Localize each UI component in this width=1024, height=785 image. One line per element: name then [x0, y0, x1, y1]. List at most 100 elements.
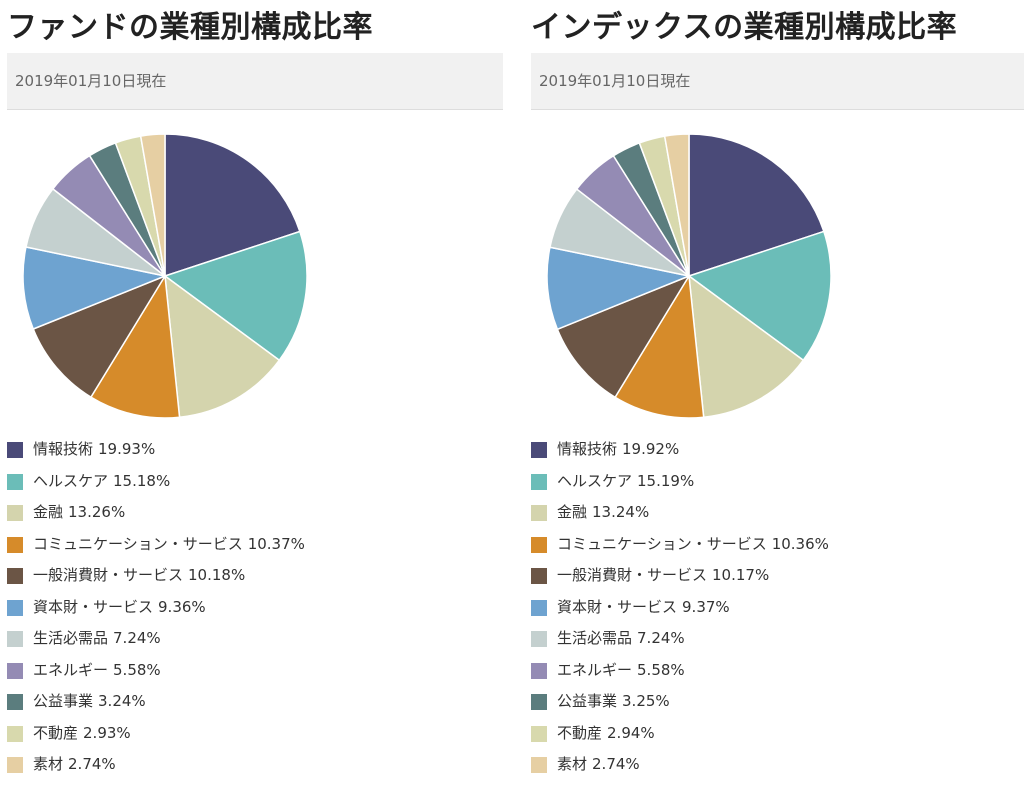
- fund-legend-swatch-11: [7, 757, 23, 773]
- fund-legend-item-7[interactable]: 生活必需品 7.24%: [7, 627, 305, 659]
- index-legend-label-1: 情報技術: [557, 440, 618, 458]
- index-legend-value-6: 9.37%: [682, 597, 730, 616]
- fund-pie-slice-1[interactable]: [164, 133, 301, 277]
- fund-pie-slice-11[interactable]: [139, 133, 166, 277]
- fund-legend-swatch-7: [7, 631, 23, 647]
- index-pie-slice-1[interactable]: [688, 133, 825, 277]
- fund-legend-item-8[interactable]: エネルギー 5.58%: [7, 659, 305, 691]
- fund-legend-value-5: 10.18%: [188, 566, 246, 584]
- index-legend-label-2: ヘルスケア: [557, 471, 633, 490]
- index-legend-swatch-1: [531, 442, 547, 458]
- fund-date-bar: 2019年01月10日現在: [7, 53, 503, 110]
- index-date-bar: 2019年01月10日現在: [531, 53, 1024, 110]
- fund-legend-swatch-8: [7, 662, 23, 679]
- fund-legend-value-7: 7.24%: [113, 629, 161, 647]
- index-legend-item-9[interactable]: 公益事業 3.25%: [531, 690, 829, 722]
- index-legend-value-4: 10.36%: [771, 534, 829, 553]
- index-pie-slice-4[interactable]: [614, 275, 705, 419]
- index-legend-item-7[interactable]: 生活必需品 7.24%: [531, 627, 829, 659]
- index-pie-slice-2[interactable]: [688, 230, 832, 362]
- index-pie-slice-11[interactable]: [663, 133, 690, 277]
- index-legend-value-2: 15.19%: [637, 471, 695, 490]
- index-legend-label-8: エネルギー: [557, 660, 633, 679]
- fund-legend-swatch-5: [7, 568, 23, 584]
- fund-legend-label-6: 資本財・サービス: [33, 597, 154, 616]
- index-legend-swatch-6: [531, 599, 547, 616]
- fund-pie-slice-5[interactable]: [32, 275, 166, 398]
- index-legend-item-2[interactable]: ヘルスケア 15.19%: [531, 470, 829, 502]
- index-legend-swatch-5: [531, 568, 547, 584]
- index-legend-value-3: 13.24%: [592, 503, 650, 521]
- index-legend-swatch-7: [531, 631, 547, 647]
- index-legend-swatch-3: [531, 505, 547, 521]
- index-legend-label-3: 金融: [557, 503, 588, 521]
- fund-legend-item-9[interactable]: 公益事業 3.24%: [7, 690, 305, 722]
- index-as-of-date: 2019年01月10日現在: [539, 72, 691, 90]
- fund-legend-item-4[interactable]: コミュニケーション・サービス 10.37%: [7, 533, 305, 565]
- fund-legend-swatch-1: [7, 442, 23, 458]
- fund-legend-swatch-2: [7, 473, 23, 490]
- fund-legend-swatch-10: [7, 725, 23, 742]
- index-chart-title: インデックスの業種別構成比率: [531, 10, 958, 45]
- fund-legend-label-5: 一般消費財・サービス: [33, 566, 184, 584]
- fund-legend-item-10[interactable]: 不動産 2.93%: [7, 722, 305, 754]
- index-legend-value-10: 2.94%: [607, 723, 655, 742]
- index-legend-swatch-9: [531, 694, 547, 710]
- index-legend-item-5[interactable]: 一般消費財・サービス 10.17%: [531, 564, 829, 596]
- index-legend-item-6[interactable]: 資本財・サービス 9.37%: [531, 596, 829, 628]
- fund-legend-value-11: 2.74%: [68, 755, 116, 773]
- fund-legend-item-2[interactable]: ヘルスケア 15.18%: [7, 470, 305, 502]
- fund-pie-slice-4[interactable]: [90, 275, 181, 419]
- fund-legend-label-2: ヘルスケア: [33, 471, 109, 490]
- index-legend-label-5: 一般消費財・サービス: [557, 566, 708, 584]
- index-legend-value-8: 5.58%: [637, 660, 685, 679]
- index-pie-slice-6[interactable]: [546, 246, 690, 331]
- fund-legend-item-1[interactable]: 情報技術 19.93%: [7, 438, 305, 470]
- fund-legend-item-6[interactable]: 資本財・サービス 9.36%: [7, 596, 305, 628]
- fund-pie-slice-3[interactable]: [164, 275, 281, 419]
- fund-legend-label-11: 素材: [33, 755, 64, 773]
- index-legend-value-9: 3.25%: [622, 692, 670, 710]
- fund-legend-value-6: 9.36%: [158, 597, 206, 616]
- fund-legend-value-2: 15.18%: [113, 471, 171, 490]
- fund-legend-value-8: 5.58%: [113, 660, 161, 679]
- fund-legend: 情報技術 19.93% ヘルスケア 15.18% 金融 13.26% コミュニケーション・サ…: [7, 438, 305, 785]
- index-legend-label-6: 資本財・サービス: [557, 597, 678, 616]
- fund-legend-value-10: 2.93%: [83, 723, 131, 742]
- fund-legend-label-9: 公益事業: [33, 692, 94, 710]
- index-legend-swatch-11: [531, 757, 547, 773]
- fund-legend-label-7: 生活必需品: [33, 629, 109, 647]
- index-legend-item-11[interactable]: 素材 2.74%: [531, 753, 829, 785]
- fund-legend-label-4: コミュニケーション・サービス: [33, 534, 243, 553]
- index-legend-item-3[interactable]: 金融 13.24%: [531, 501, 829, 533]
- index-legend-label-9: 公益事業: [557, 692, 618, 710]
- index-legend-value-7: 7.24%: [637, 629, 685, 647]
- index-legend-item-1[interactable]: 情報技術 19.92%: [531, 438, 829, 470]
- fund-legend-value-4: 10.37%: [247, 534, 305, 553]
- fund-pie-chart: [22, 133, 308, 419]
- fund-legend-label-8: エネルギー: [33, 660, 109, 679]
- fund-legend-swatch-9: [7, 694, 23, 710]
- fund-legend-item-5[interactable]: 一般消費財・サービス 10.18%: [7, 564, 305, 596]
- fund-legend-item-11[interactable]: 素材 2.74%: [7, 753, 305, 785]
- fund-legend-label-10: 不動産: [33, 723, 79, 742]
- index-legend-item-10[interactable]: 不動産 2.94%: [531, 722, 829, 754]
- index-sector-panel: インデックスの業種別構成比率 2019年01月10日現在 情報技術 19.92% ヘ…: [531, 0, 1024, 781]
- fund-pie-slice-6[interactable]: [22, 246, 166, 330]
- index-pie-slice-5[interactable]: [556, 275, 690, 399]
- fund-as-of-date: 2019年01月10日現在: [15, 72, 167, 90]
- fund-legend-swatch-4: [7, 536, 23, 553]
- index-legend-swatch-2: [531, 473, 547, 490]
- index-legend-item-4[interactable]: コミュニケーション・サービス 10.36%: [531, 533, 829, 565]
- fund-pie-slice-2[interactable]: [164, 230, 308, 361]
- fund-legend-value-1: 19.93%: [98, 440, 156, 458]
- index-legend-swatch-4: [531, 536, 547, 553]
- index-pie-slice-3[interactable]: [688, 275, 805, 418]
- index-legend-item-8[interactable]: エネルギー 5.58%: [531, 659, 829, 691]
- fund-legend-swatch-6: [7, 599, 23, 616]
- index-legend-label-4: コミュニケーション・サービス: [557, 534, 767, 553]
- fund-legend-item-3[interactable]: 金融 13.26%: [7, 501, 305, 533]
- index-legend-label-7: 生活必需品: [557, 629, 633, 647]
- fund-legend-swatch-3: [7, 505, 23, 521]
- index-legend-swatch-8: [531, 662, 547, 679]
